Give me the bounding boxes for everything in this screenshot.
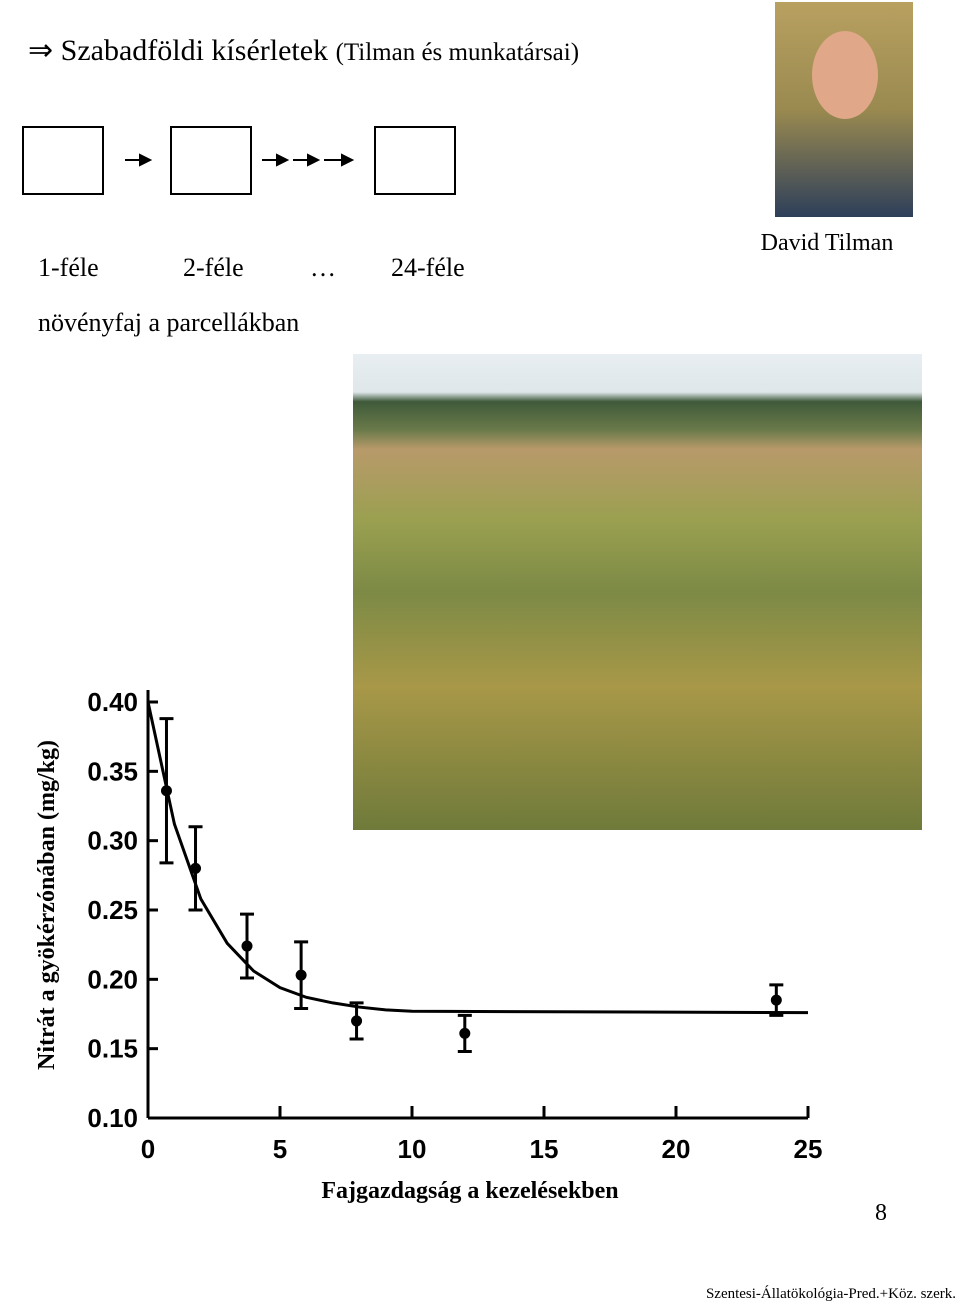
- data-point: [459, 1027, 471, 1039]
- field-photo: [353, 354, 922, 830]
- y-tick-label: 0.30: [87, 826, 138, 856]
- plot-boxes: [22, 126, 456, 195]
- x-tick-label: 25: [794, 1134, 823, 1164]
- y-tick-label: 0.15: [87, 1034, 138, 1064]
- diagram-label: 24-féle: [391, 253, 465, 282]
- data-point: [351, 1015, 363, 1027]
- subtitle: (Tilman és munkatársai): [336, 39, 579, 66]
- title: ⇒ Szabadföldi kísérletek (Tilman és munk…: [28, 34, 579, 67]
- y-tick-label: 0.25: [87, 895, 138, 925]
- diagram-caption: növényfaj a parcellákban: [38, 308, 299, 337]
- box: [22, 126, 104, 195]
- portrait-face: [812, 31, 878, 119]
- x-tick-label: 0: [141, 1134, 155, 1164]
- box: [374, 126, 456, 195]
- y-tick-label: 0.10: [87, 1103, 138, 1133]
- x-axis-label: Fajgazdagság a kezelésekben: [321, 1178, 618, 1204]
- diagram-label: 2-féle: [183, 253, 244, 282]
- y-tick-label: 0.35: [87, 756, 138, 786]
- photo-caption: David Tilman: [761, 230, 894, 256]
- data-point: [295, 969, 307, 981]
- diagram-label: …: [310, 253, 336, 282]
- arrows: [125, 153, 355, 167]
- y-tick-label: 0.40: [87, 687, 138, 717]
- data-point: [770, 994, 782, 1006]
- x-tick-label: 15: [530, 1134, 559, 1164]
- arrow: ⇒: [28, 34, 53, 67]
- diagram-label: 1-féle: [38, 253, 99, 282]
- footer: Szentesi-Állatökológia-Pred.+Köz. szerk.: [706, 1285, 956, 1302]
- data-point: [190, 862, 202, 874]
- y-axis-label: Nitrát a gyökérzónában (mg/kg): [34, 740, 60, 1070]
- data-point: [160, 785, 172, 797]
- y-tick-label: 0.20: [87, 964, 138, 994]
- page-number: 8: [875, 1200, 887, 1226]
- title-text: Szabadföldi kísérletek: [61, 34, 328, 67]
- x-tick-label: 10: [398, 1134, 427, 1164]
- chart: 0.10 0.15 0.20 0.25 0.30 0.35 0.40 0 5 10 15 20 25 Fa…: [34, 687, 822, 1204]
- x-tick-label: 5: [273, 1134, 287, 1164]
- x-tick-label: 20: [662, 1134, 691, 1164]
- data-point: [241, 940, 253, 952]
- box: [170, 126, 252, 195]
